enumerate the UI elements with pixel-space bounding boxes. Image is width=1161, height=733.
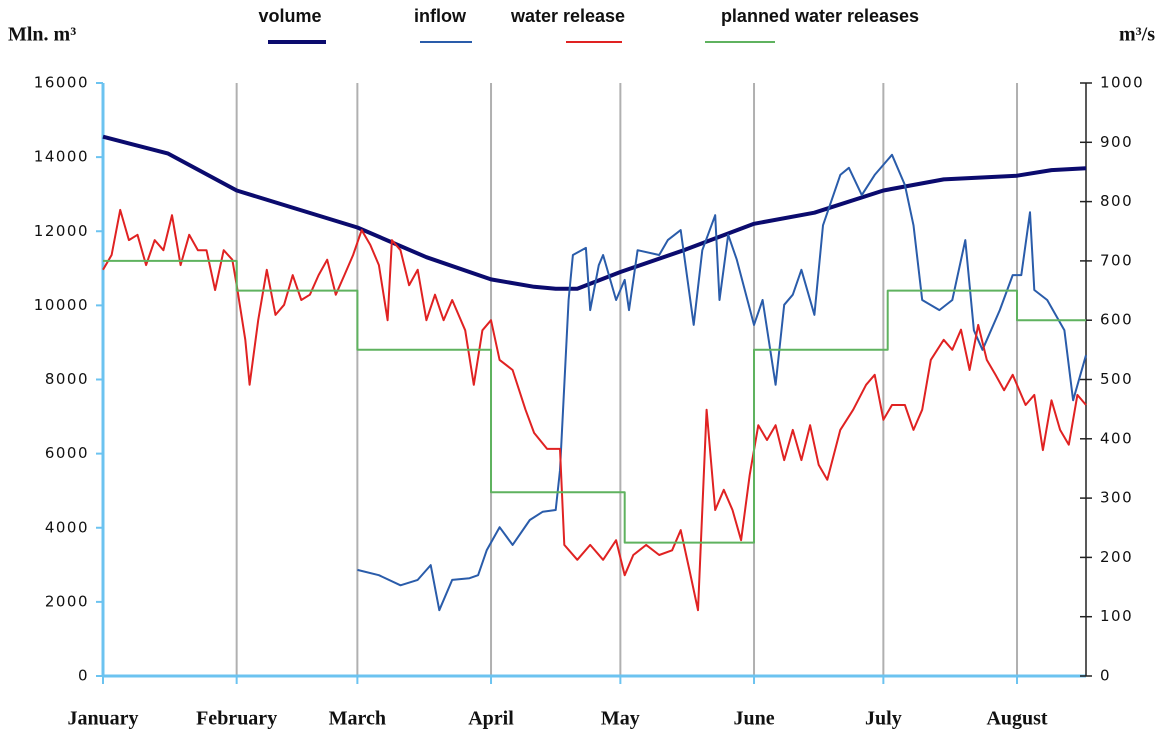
- y2-tick-label: 600: [1100, 311, 1133, 329]
- legend-label: planned water releases: [721, 6, 919, 26]
- y-tick-label: 16000: [34, 74, 89, 92]
- series-line: [102, 134, 1087, 291]
- x-tick-label: May: [601, 708, 640, 730]
- y-tick-label: 4000: [45, 518, 89, 536]
- y-axis-title: Mln. m³: [8, 24, 76, 46]
- series-line: [102, 208, 1087, 612]
- y2-axis-title: m³/s: [1119, 24, 1155, 46]
- x-tick-label: August: [986, 708, 1047, 730]
- y-tick-label: 14000: [34, 148, 89, 166]
- y-tick-label: 6000: [45, 444, 89, 462]
- y2-tick-label: 200: [1100, 548, 1133, 566]
- x-tick-label: March: [329, 708, 386, 730]
- x-tick-label: January: [67, 708, 138, 730]
- y-tick-label: 0: [78, 667, 89, 685]
- y2-tick-label: 500: [1100, 370, 1133, 388]
- y-tick-label: 2000: [45, 592, 89, 610]
- y2-tick-label: 800: [1100, 192, 1133, 210]
- y2-tick-label: 900: [1100, 133, 1133, 151]
- y2-tick-label: 700: [1100, 251, 1133, 269]
- x-tick-label: February: [196, 708, 277, 730]
- y-tick-label: 10000: [34, 296, 89, 314]
- y2-tick-label: 1000: [1100, 74, 1144, 92]
- x-tick-label: July: [865, 708, 902, 730]
- legend-label: volume: [258, 6, 321, 26]
- y2-tick-label: 300: [1100, 489, 1133, 507]
- y2-tick-label: 400: [1100, 429, 1133, 447]
- y-tick-label: 8000: [45, 370, 89, 388]
- series-line: [103, 259, 1086, 544]
- legend-label: inflow: [414, 6, 467, 26]
- y2-tick-label: 0: [1100, 667, 1111, 685]
- legend-label: water release: [510, 6, 625, 26]
- y2-tick-label: 100: [1100, 607, 1133, 625]
- series-line: [357, 153, 1087, 612]
- x-tick-label: June: [733, 708, 774, 730]
- x-tick-label: April: [468, 708, 514, 730]
- y-tick-label: 12000: [34, 222, 89, 240]
